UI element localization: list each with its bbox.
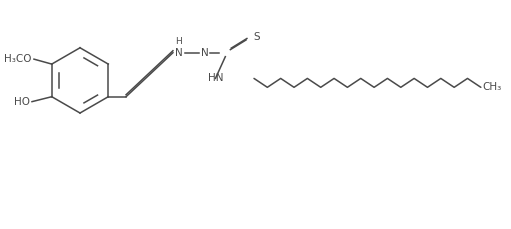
Text: N: N	[175, 48, 183, 58]
Text: HO: HO	[14, 97, 30, 107]
Text: N: N	[201, 48, 208, 58]
Text: H₃CO: H₃CO	[5, 54, 32, 64]
Text: CH₃: CH₃	[483, 82, 502, 92]
Text: H: H	[175, 37, 182, 46]
Text: HN: HN	[208, 74, 223, 83]
Text: S: S	[253, 32, 260, 42]
